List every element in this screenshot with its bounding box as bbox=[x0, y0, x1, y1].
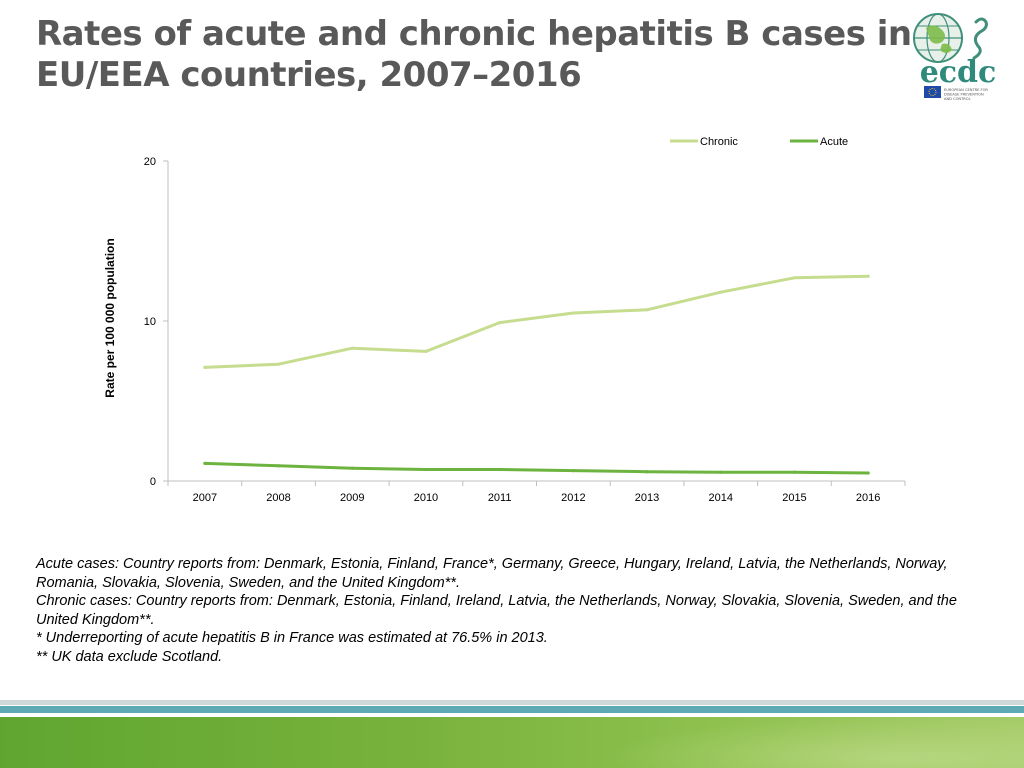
title-line-2: EU/EEA countries, 2007–2016 bbox=[36, 55, 582, 95]
x-tick-label: 2007 bbox=[193, 492, 217, 504]
data-point-chronic bbox=[276, 362, 281, 366]
note-acute-cases: Acute cases: Country reports from: Denma… bbox=[36, 556, 948, 591]
x-tick-label: 2012 bbox=[561, 492, 585, 504]
globe-icon bbox=[913, 13, 963, 63]
data-point-chronic bbox=[645, 308, 649, 312]
footer-stripe-grey bbox=[0, 700, 1024, 705]
note-uk-scotland: ** UK data exclude Scotland. bbox=[36, 648, 223, 665]
x-tick-label: 2009 bbox=[340, 492, 364, 504]
data-point-chronic bbox=[203, 365, 207, 369]
y-axis-label: Rate per 100 000 population bbox=[103, 238, 117, 397]
y-tick-label: 10 bbox=[144, 316, 156, 328]
data-point-acute bbox=[203, 461, 207, 465]
x-tick-label: 2016 bbox=[856, 492, 880, 504]
svg-text:DISEASE PREVENTION: DISEASE PREVENTION bbox=[944, 93, 984, 97]
x-tick-label: 2014 bbox=[709, 492, 733, 504]
note-france-underreporting: * Underreporting of acute hepatitis B in… bbox=[36, 630, 548, 647]
series-line-acute bbox=[204, 461, 869, 475]
page-title: Rates of acute and chronic hepatitis B c… bbox=[36, 14, 916, 96]
x-tick-label: 2013 bbox=[635, 492, 659, 504]
x-tick-label: 2010 bbox=[414, 492, 438, 504]
svg-text:EUROPEAN CENTRE FOR: EUROPEAN CENTRE FOR bbox=[944, 88, 988, 92]
data-point-acute bbox=[866, 471, 870, 475]
series-line-chronic bbox=[204, 274, 869, 369]
data-point-chronic bbox=[719, 290, 723, 294]
note-chronic-cases: Chronic cases: Country reports from: Den… bbox=[36, 593, 957, 628]
y-tick-label: 0 bbox=[150, 476, 156, 488]
footer-stripe-teal bbox=[0, 706, 1024, 713]
data-point-chronic bbox=[424, 349, 428, 353]
x-tick-label: 2008 bbox=[266, 492, 290, 504]
data-point-acute bbox=[350, 466, 354, 470]
logo-wordmark: ecdc bbox=[920, 55, 997, 90]
data-point-acute bbox=[792, 470, 797, 474]
ecdc-logo: ecdc EUROPEAN CENTRE FOR DISEASE PREVENT… bbox=[913, 13, 997, 101]
data-point-chronic bbox=[350, 346, 354, 350]
legend-label-chronic: Chronic bbox=[700, 136, 738, 148]
x-tick-label: 2015 bbox=[782, 492, 806, 504]
svg-text:AND CONTROL: AND CONTROL bbox=[944, 97, 971, 101]
data-point-acute bbox=[276, 464, 281, 468]
data-point-acute bbox=[645, 470, 649, 474]
eu-flag-icon bbox=[924, 86, 941, 98]
x-tick-label: 2011 bbox=[488, 492, 512, 504]
data-point-chronic bbox=[498, 321, 502, 325]
legend-label-acute: Acute bbox=[820, 136, 848, 148]
footnotes: Acute cases: Country reports from: Denma… bbox=[36, 555, 996, 667]
data-point-acute bbox=[571, 469, 575, 473]
data-point-acute bbox=[498, 467, 502, 472]
footer-stripe-green bbox=[0, 717, 1024, 768]
y-tick-label: 20 bbox=[144, 156, 156, 168]
serpent-icon bbox=[972, 17, 988, 60]
data-point-acute bbox=[719, 470, 723, 474]
title-line-1: Rates of acute and chronic hepatitis B c… bbox=[36, 14, 912, 54]
data-point-chronic bbox=[866, 274, 870, 278]
data-point-chronic bbox=[571, 311, 575, 315]
data-point-acute bbox=[424, 467, 428, 472]
footer-band bbox=[0, 700, 1024, 768]
line-chart: Rate per 100 000 population 0 10 20 2007 200… bbox=[103, 136, 906, 504]
data-point-chronic bbox=[792, 276, 797, 280]
